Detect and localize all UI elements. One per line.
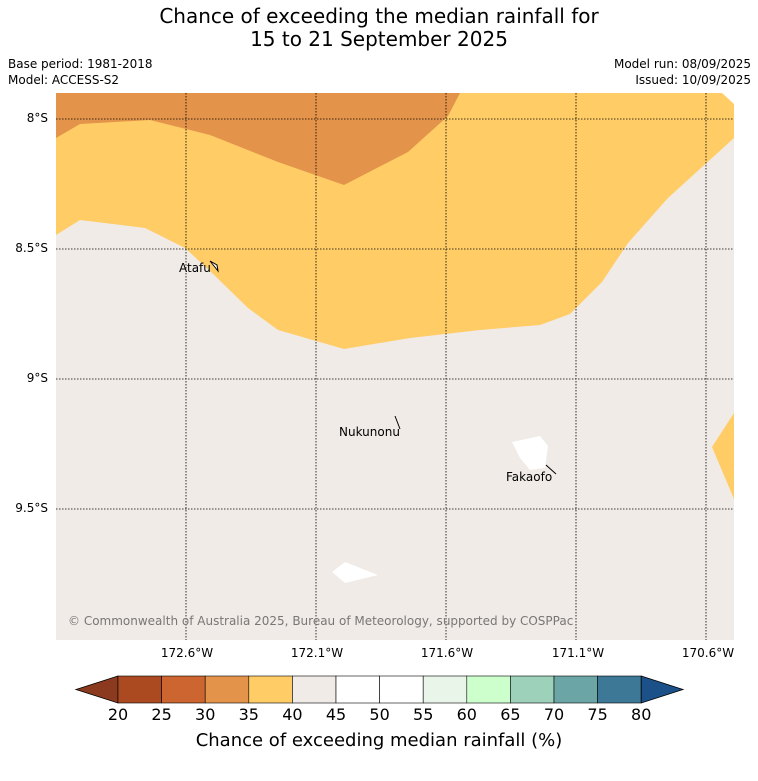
colorbar-swatch bbox=[117, 675, 162, 704]
lon-label-171-1w: 171.1°W bbox=[551, 646, 605, 660]
colorbar-swatch bbox=[161, 675, 206, 704]
colorbar-tick-label: 35 bbox=[238, 705, 259, 724]
lon-label-172-1w: 172.1°W bbox=[290, 646, 344, 660]
title-line-2: 15 to 21 September 2025 bbox=[250, 27, 508, 51]
lat-label-9-5s: 9.5°S bbox=[15, 501, 48, 515]
model-run: Model run: 08/09/2025 bbox=[613, 57, 751, 71]
island-atafu bbox=[209, 260, 219, 273]
colorbar bbox=[74, 675, 685, 704]
title-line-1: Chance of exceeding the median rainfall … bbox=[159, 4, 599, 28]
colorbar-swatch bbox=[422, 675, 468, 704]
base-period: Base period: 1981-2018 bbox=[8, 57, 153, 71]
issued-date: Issued: 10/09/2025 bbox=[635, 73, 751, 87]
lon-label-172-6w: 172.6°W bbox=[160, 646, 214, 660]
colorbar-swatch bbox=[597, 675, 642, 704]
colorbar-swatch bbox=[335, 675, 380, 704]
colorbar-tick-label: 75 bbox=[587, 705, 608, 724]
colorbar-tick-label: 80 bbox=[631, 705, 652, 724]
lat-label-9s: 9°S bbox=[26, 371, 48, 385]
graticule bbox=[56, 93, 734, 640]
place-atafu: Atafu bbox=[179, 261, 211, 275]
place-fakaofo: Fakaofo bbox=[506, 470, 553, 484]
lat-label-8s: 8°S bbox=[26, 111, 48, 125]
colorbar-tick-label: 25 bbox=[151, 705, 172, 724]
info-left: Base period: 1981-2018 Model: ACCESS-S2 bbox=[8, 56, 153, 88]
colorbar-tick-label: 20 bbox=[107, 705, 129, 724]
colorbar-tick-label: 60 bbox=[456, 705, 477, 724]
colorbar-swatch bbox=[379, 675, 424, 704]
zone-35-40 bbox=[56, 93, 734, 349]
island-fakaofo bbox=[512, 436, 548, 470]
colorbar-swatch bbox=[204, 675, 250, 704]
zone-35-40-east bbox=[712, 413, 734, 499]
colorbar-tick-label: 50 bbox=[369, 705, 390, 724]
island-nukunonu bbox=[394, 415, 401, 430]
colorbar-over-arrow bbox=[640, 675, 685, 704]
colorbar-swatch bbox=[553, 675, 598, 704]
colorbar-swatch bbox=[510, 675, 555, 704]
colorbar-swatch bbox=[292, 675, 337, 704]
colorbar-under-arrow bbox=[74, 675, 119, 704]
island-fakaofo-marker bbox=[545, 464, 557, 475]
copyright-notice: © Commonwealth of Australia 2025, Bureau… bbox=[68, 614, 574, 628]
info-right: Model run: 08/09/2025 Issued: 10/09/2025 bbox=[614, 56, 751, 88]
colorbar-tick-label: 70 bbox=[543, 705, 565, 724]
colorbar-tick-label: 45 bbox=[325, 705, 347, 724]
colorbar-swatch bbox=[466, 675, 511, 704]
lon-label-171-6w: 171.6°W bbox=[420, 646, 474, 660]
colorbar-tick-label: 30 bbox=[195, 705, 216, 724]
lat-label-8-5s: 8.5°S bbox=[15, 241, 48, 255]
colorbar-tick-label: 40 bbox=[282, 705, 303, 724]
lon-label-170-6w: 170.6°W bbox=[681, 646, 735, 660]
zone-30-35 bbox=[56, 93, 460, 185]
place-nukunonu: Nukunonu bbox=[339, 425, 400, 439]
map-title: Chance of exceeding the median rainfall … bbox=[0, 5, 758, 51]
colorbar-tick-label: 65 bbox=[500, 705, 521, 724]
model-name: Model: ACCESS-S2 bbox=[8, 73, 120, 87]
island-south bbox=[332, 562, 378, 583]
no-data-corner bbox=[722, 93, 734, 104]
colorbar-swatch bbox=[248, 675, 293, 704]
colorbar-tick-label: 55 bbox=[413, 705, 434, 724]
colorbar-title: Chance of exceeding median rainfall (%) bbox=[195, 730, 563, 751]
